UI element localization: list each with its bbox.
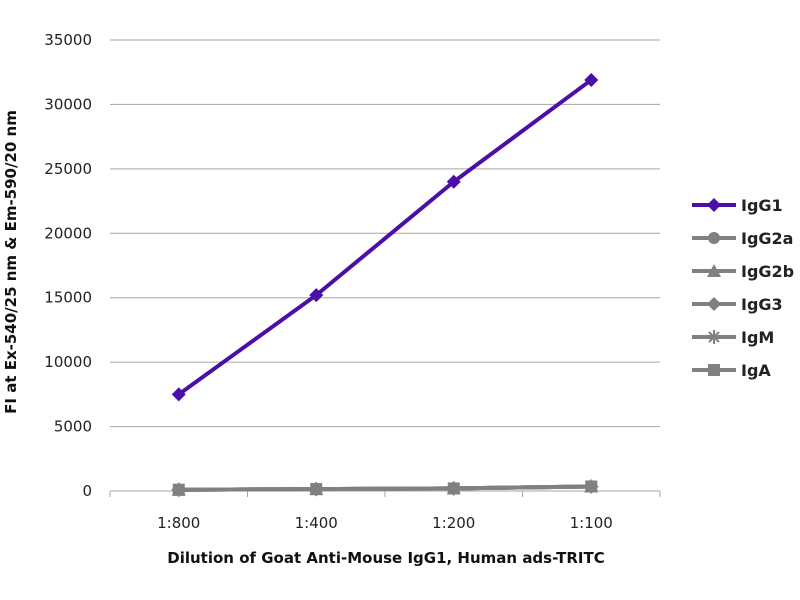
legend-label-igg3: IgG3 [741, 295, 783, 314]
series-igg1 [171, 72, 599, 402]
y-tick-label: 10000 [44, 353, 92, 371]
x-tick-label: 1:400 [295, 514, 338, 532]
data-point-igg2a [172, 483, 185, 496]
legend-item-igg2a: IgG2a [692, 229, 793, 248]
legend-label-igg2a: IgG2a [741, 229, 793, 248]
y-tick-label: 30000 [44, 95, 92, 113]
y-tick-label: 0 [82, 482, 92, 500]
legend-item-igg1: IgG1 [692, 196, 783, 215]
series-line-igg2a [178, 484, 592, 492]
data-point-igg1 [446, 174, 461, 189]
legend-item-iga: IgA [692, 361, 771, 380]
legend-label-iga: IgA [741, 361, 771, 380]
legend-label-igg1: IgG1 [741, 196, 783, 215]
legend-item-igg3: IgG3 [692, 295, 783, 314]
series-line-igg1 [177, 78, 593, 396]
y-axis-title: FI at Ex-540/25 nm & Em-590/20 nm [2, 110, 20, 414]
legend-marker-igg2b [707, 264, 721, 277]
x-axis-title: Dilution of Goat Anti-Mouse IgG1, Human … [167, 549, 604, 567]
y-tick-label: 35000 [44, 31, 92, 49]
y-axis-ticks: 0 5000 10000 15000 20000 25000 30000 35000 [44, 31, 92, 500]
data-point-igg2a [585, 480, 598, 493]
legend-item-igm: IgM [692, 328, 774, 347]
legend-marker-igg2a [708, 232, 720, 244]
x-tick-label: 1:200 [432, 514, 475, 532]
legend-item-igg2b: IgG2b [692, 262, 794, 281]
legend-label-igm: IgM [741, 328, 774, 347]
data-point-igg2a [310, 483, 323, 496]
y-tick-label: 15000 [44, 289, 92, 307]
series-group [171, 72, 599, 497]
y-tick-label: 25000 [44, 160, 92, 178]
legend-marker-igm [707, 330, 721, 344]
data-point-igg1 [171, 387, 186, 402]
legend: IgG1 IgG2a IgG2b IgG3 IgM IgA [692, 196, 794, 380]
series-igg2a [172, 480, 598, 496]
x-tick-label: 1:100 [570, 514, 613, 532]
y-tick-label: 20000 [44, 224, 92, 242]
data-point-igg1 [309, 288, 324, 303]
data-point-igg1 [584, 72, 599, 87]
legend-label-igg2b: IgG2b [741, 262, 794, 281]
x-tick-label: 1:800 [157, 514, 200, 532]
x-axis-ticks: 1:800 1:400 1:200 1:100 [109, 491, 661, 532]
y-tick-label: 5000 [54, 418, 92, 436]
legend-marker-igg1 [707, 198, 721, 212]
legend-marker-iga [708, 364, 720, 376]
data-point-igg2a [447, 482, 460, 495]
legend-marker-igg3 [707, 297, 721, 311]
gridlines [110, 39, 660, 428]
